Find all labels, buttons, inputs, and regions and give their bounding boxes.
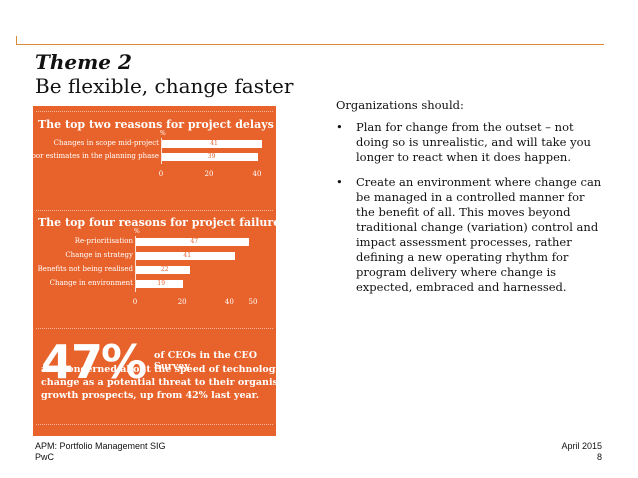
dotted-divider [36,111,273,112]
list-item: • Plan for change from the outset – not … [330,120,605,165]
bar-label: Change in strategy [65,251,133,259]
stat-line: growth prospects, up from 42% last year. [41,390,260,401]
bullet-list: • Plan for change from the outset – not … [330,120,605,305]
bar-value: 41 [183,252,192,259]
chart1-heading: The top two reasons for project delays w… [38,118,311,131]
slide-title: Theme 2 [35,50,132,74]
tick-label: 20 [204,170,214,178]
bullet-text: Plan for change from the outset – not do… [356,120,591,164]
unit-label: % [134,228,140,235]
dotted-divider [36,328,273,329]
stat-line: are concerned about the speed of technol… [41,364,295,375]
bullet-text: Create an environment where change can b… [356,175,602,294]
bar-label: Poor estimates in the planning phase [27,152,159,160]
bar-value: 39 [207,153,216,160]
intro-text: Organizations should: [336,98,464,112]
dotted-divider [36,424,273,425]
bar [162,140,263,148]
tick-label: 20 [177,298,187,306]
bullet-icon: • [336,120,343,134]
tick-label: 0 [158,170,164,178]
dotted-divider [36,210,273,211]
tick-label: 0 [132,298,138,306]
bar-label: Change in environment [49,279,133,287]
bar-value: 47 [190,238,199,245]
stat-value: 47% [41,335,147,389]
header-rule [16,44,604,45]
bar [136,238,249,246]
bar [162,153,258,161]
bar [136,280,183,288]
chart2-heading: The top four reasons for project failure… [38,216,334,229]
stat-line: change as a potential threat to their or… [41,377,314,388]
bar-value: 19 [157,280,166,287]
unit-label: % [160,130,166,137]
slide-subtitle: Be flexible, change faster [35,74,294,98]
axis-line [161,138,162,164]
bar-value: 41 [210,140,218,147]
bar-label: Changes in scope mid-project [53,139,159,147]
tick-label: 40 [224,298,234,306]
tick-label: 50 [248,298,258,306]
stat-text-inline: of CEOs in the CEO Survey [154,350,258,372]
page-number: 8 [596,452,602,462]
footer-date: April 2015 [561,441,602,451]
bar [136,252,235,260]
infographic-panel: The top two reasons for project delays w… [27,106,334,436]
footer-source: APM: Portfolio Management SIG [35,441,166,451]
tick-label: 40 [252,170,262,178]
bar-value: 22 [160,266,169,273]
bullet-icon: • [336,175,343,189]
header-rule-tick [16,36,17,45]
footer-company: PwC [35,452,55,462]
axis-line [135,236,136,292]
list-item: • Create an environment where change can… [330,175,605,295]
bar-label: Re-prioritisation [74,237,133,245]
bar [136,266,190,274]
bar-label: Benefits not being realised [37,265,133,273]
